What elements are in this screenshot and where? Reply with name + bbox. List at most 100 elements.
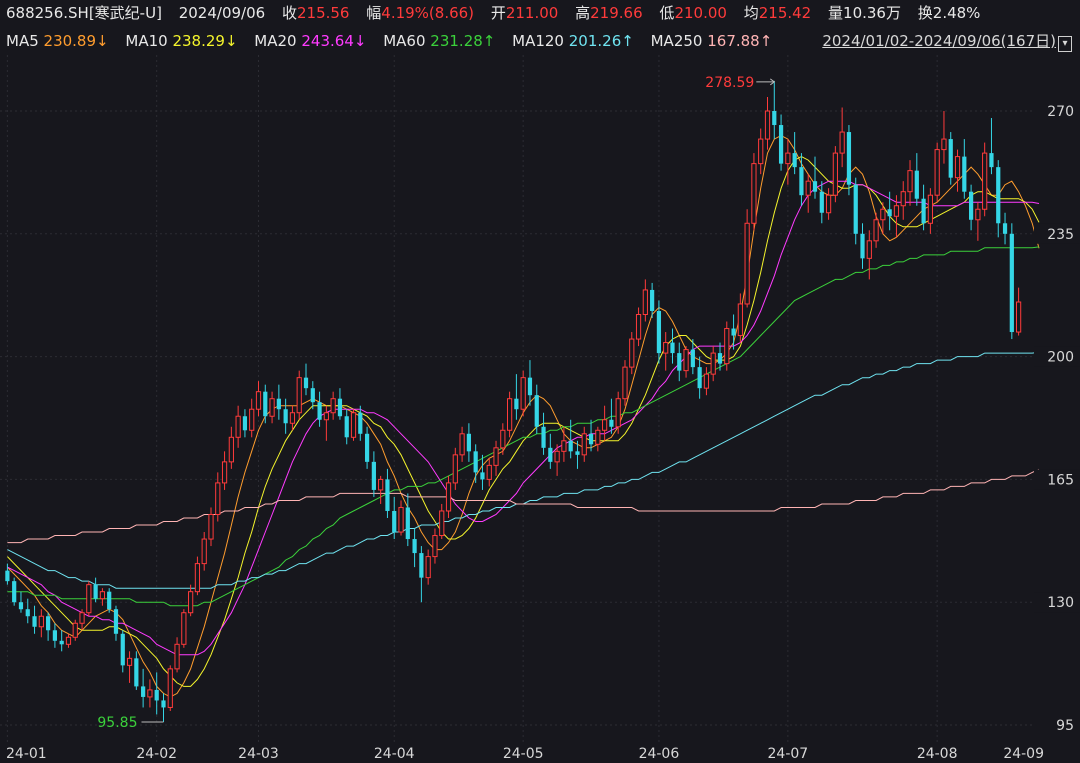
candle [846,125,852,196]
candle [968,184,974,231]
candle [439,503,445,540]
candle-body [1002,223,1008,234]
candle-body [887,209,892,217]
candle [425,549,431,585]
candle [154,672,159,715]
candle [167,665,173,711]
candle [697,356,702,399]
candle-body [954,156,961,179]
candle-body [996,167,1001,224]
candle [161,693,166,723]
candle-body [371,461,376,490]
candle [134,651,139,690]
candle-body [385,479,390,511]
candle-body [799,167,804,196]
candle-body [677,353,682,371]
candle-body [38,615,44,628]
candle [107,588,112,613]
candle-body [134,658,139,687]
candle-body [758,138,764,165]
candle [113,605,119,641]
candle-body [344,416,349,438]
candle-body [941,138,947,151]
close-value: 215.56 [296,4,350,22]
candle [466,423,471,462]
candle [514,374,519,420]
y-tick-bg [1034,101,1080,121]
candle [350,409,357,441]
candle [683,346,689,378]
candle [12,577,17,606]
candle-body [880,208,886,221]
candle [344,409,349,445]
low-value: 210.00 [674,4,727,22]
ma5-name[interactable]: MA5 [6,32,39,50]
candle-body [350,412,357,438]
ma120-value: 201.26↑ [568,32,634,50]
candle-body [208,513,214,540]
candle [866,230,872,280]
candle-body [310,388,315,403]
candle [141,668,146,708]
candle [126,651,133,683]
candle-body [575,451,580,455]
candle [941,111,947,164]
candle [263,384,268,424]
candle-body [228,436,234,463]
candle-body [975,208,981,221]
candle [792,132,797,175]
candle-body [683,349,689,372]
candle [323,405,329,441]
candle [507,391,513,438]
candle-body [249,408,255,431]
ma20-name[interactable]: MA20 [254,32,297,50]
candle-body [445,482,452,512]
candle [255,381,262,417]
candle [289,405,296,431]
close-label: 收 [281,4,297,22]
candle [330,391,336,420]
stock-code[interactable]: 688256.SH[寒武纪-U] [6,4,162,22]
candle-body [378,478,384,491]
candle [147,679,153,708]
candle [717,342,723,371]
candle [32,605,37,634]
candle-body [317,402,322,420]
candle [975,202,981,241]
candle [59,630,64,652]
low-label: 低 [659,4,675,22]
candle-body [927,194,933,224]
candle-body [412,539,417,554]
candle [79,609,85,631]
candle-body [188,591,194,614]
candle [663,332,669,371]
ma10-name[interactable]: MA10 [125,32,168,50]
y-tick-label: 235 [1047,227,1074,243]
date-range-selector[interactable]: 2024/01/02-2024/09/06(167日) ▾ [822,32,1072,52]
high-label: 高 [575,4,591,22]
candle [751,153,757,231]
candle [99,588,106,606]
candle [561,426,567,462]
x-tick-label: 24-04 [374,746,415,762]
candle [5,563,10,585]
y-tick-bg [1034,346,1080,367]
candle [120,630,125,673]
candle [575,440,580,469]
x-tick-label: 24-09 [1003,746,1044,762]
candle-body [167,668,173,708]
candle-body [405,507,410,540]
chevron-down-icon[interactable]: ▾ [1058,36,1072,52]
candle [493,440,499,476]
ma120-name[interactable]: MA120 [512,32,564,50]
candle [989,118,994,175]
candle-body [432,535,438,558]
ma250-name[interactable]: MA250 [650,32,703,50]
date-range-text: 2024/01/02-2024/09/06(167日) [822,32,1056,50]
candle-body [452,454,458,484]
ma60-name[interactable]: MA60 [383,32,426,50]
quote-header: 688256.SH[寒武纪-U] 2024/09/06 收215.56 幅4.1… [6,4,980,22]
candle [548,433,553,469]
candle-body [255,391,262,410]
